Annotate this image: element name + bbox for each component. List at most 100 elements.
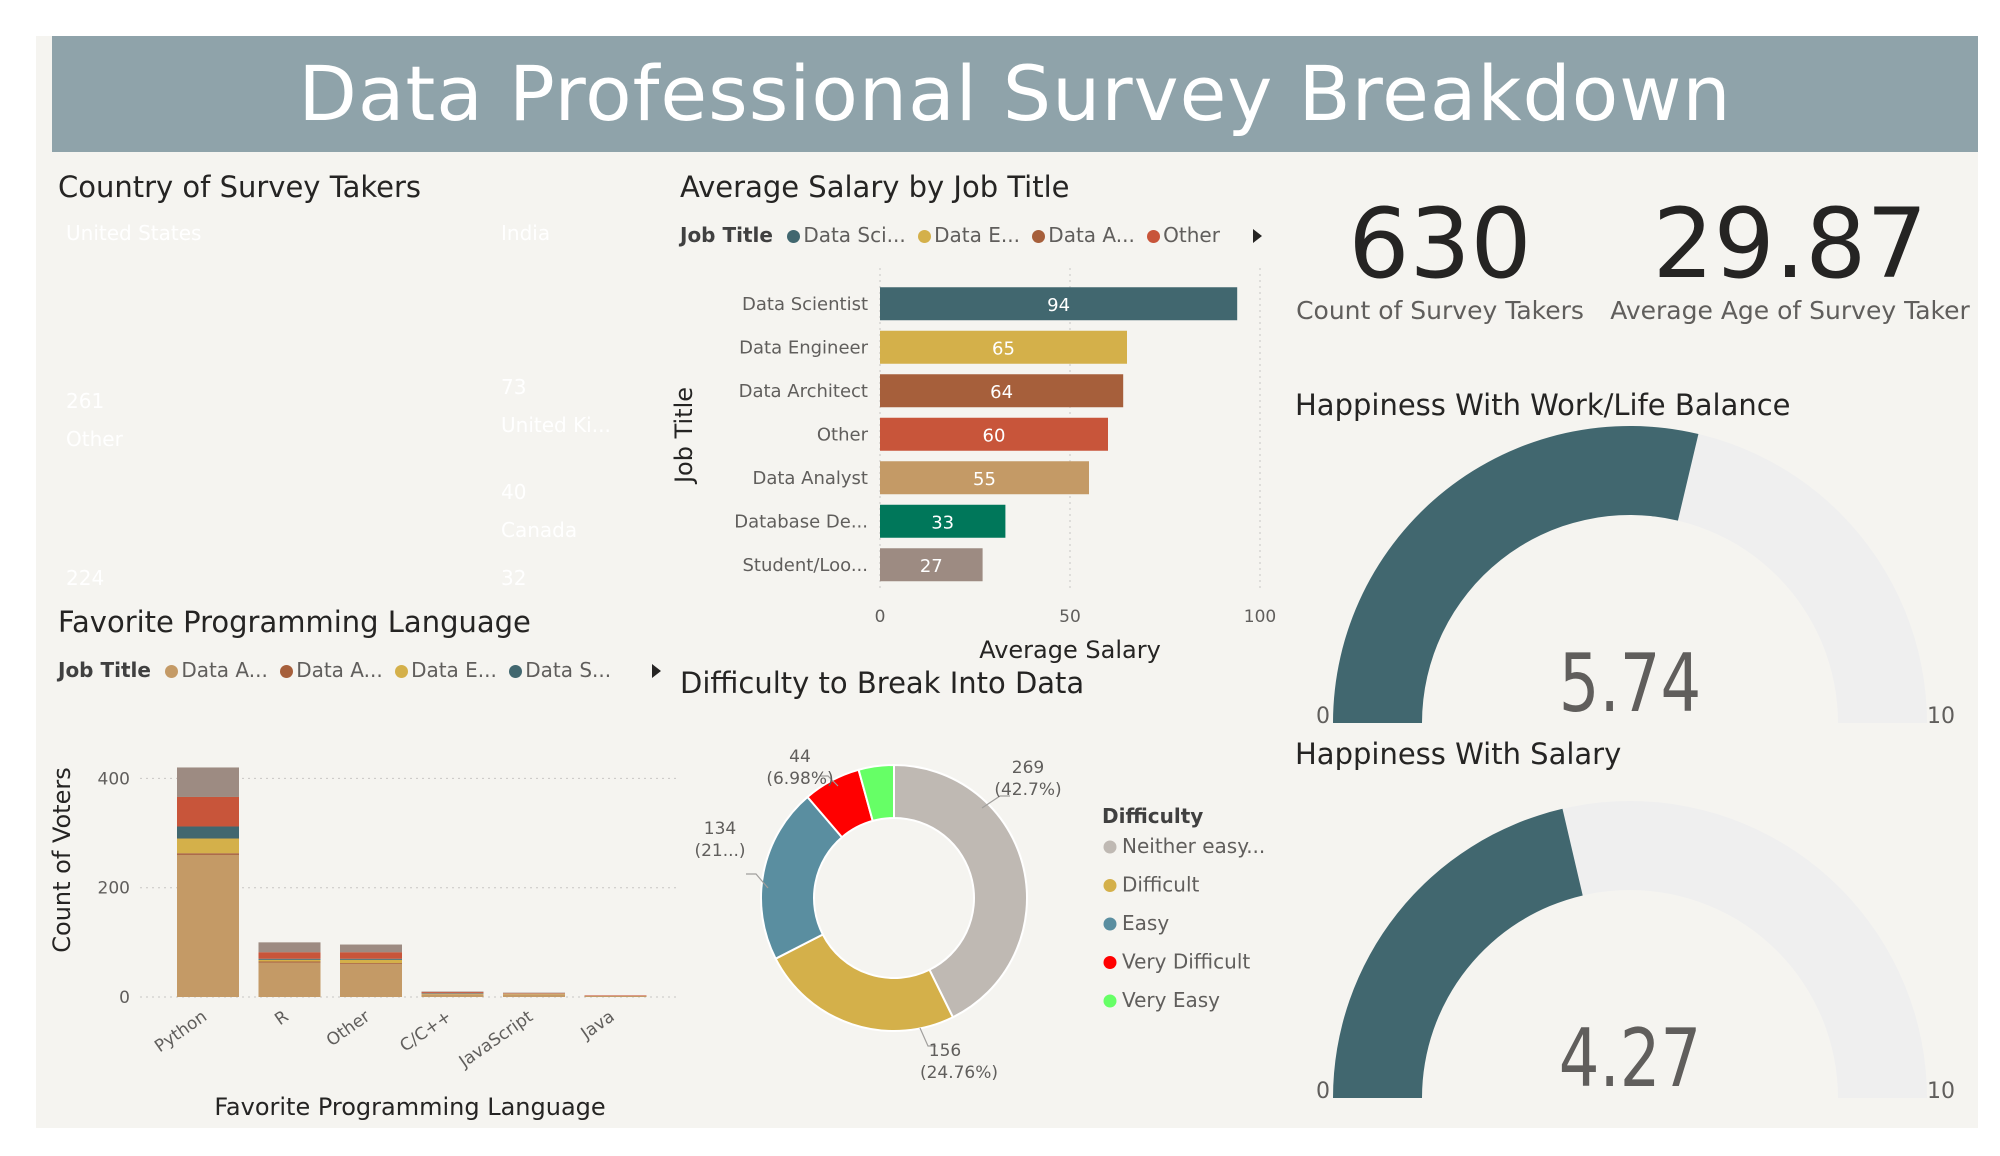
legend-item[interactable]: Data A...	[280, 658, 383, 682]
treemap-tile-india[interactable]: India 73	[493, 213, 621, 403]
treemap-tile-other[interactable]: Other 224	[58, 419, 491, 594]
salary-bar[interactable]	[880, 374, 1124, 408]
stacked-bar-segment[interactable]	[584, 995, 647, 996]
label-leader-line	[919, 1027, 936, 1047]
stacked-bar-segment[interactable]	[340, 958, 402, 960]
kpi-age-label: Average Age of Survey Taker	[1610, 296, 1970, 325]
language-stacked-bar-chart: 0 200 400 Python R Other C/C++ JavaScript Java Fa…	[48, 767, 680, 1121]
tile-value: 32	[501, 566, 527, 590]
stacked-bar-segment[interactable]	[421, 992, 484, 994]
donut-slice[interactable]	[857, 763, 895, 823]
legend-item[interactable]: Data E...	[918, 223, 1020, 247]
category-label: Database De...	[734, 511, 868, 532]
stacked-bar-segment[interactable]	[421, 994, 484, 997]
stacked-bar-segment[interactable]	[258, 952, 321, 959]
donut-slice[interactable]	[774, 933, 955, 1032]
legend-dot	[509, 665, 523, 678]
stacked-bar-segment[interactable]	[177, 826, 239, 839]
dashboard-title: Data Professional Survey Breakdown	[298, 49, 1732, 138]
salary-bar[interactable]	[880, 417, 1108, 451]
data-label: 55	[973, 469, 996, 490]
salary-bar[interactable]	[880, 287, 1238, 321]
salary-bar[interactable]	[880, 548, 983, 582]
title-banner: Data Professional Survey Breakdown	[52, 36, 1978, 152]
legend-label: Data E...	[934, 223, 1020, 247]
data-label-value: 269	[1012, 758, 1044, 778]
legend-item[interactable]: Other	[1147, 223, 1220, 247]
stacked-bar-segment[interactable]	[584, 995, 647, 997]
treemap-tile-united-kingdom[interactable]: United Ki... 40	[493, 405, 621, 508]
stacked-bar-segment[interactable]	[258, 959, 321, 962]
stacked-bar-segment[interactable]	[340, 963, 402, 965]
legend-dot	[787, 230, 801, 243]
legend-label[interactable]: Neither easy...	[1122, 834, 1265, 858]
stacked-bar-segment[interactable]	[421, 993, 484, 995]
legend-next-arrow-icon[interactable]	[1253, 228, 1262, 247]
gauge-fill	[1333, 808, 1583, 1098]
category-label: Other	[817, 424, 869, 445]
stacked-bar-segment[interactable]	[177, 854, 239, 997]
legend-next-arrow-icon[interactable]	[652, 663, 661, 682]
tile-value: 261	[66, 389, 105, 413]
category-label: C/C++	[396, 1007, 455, 1057]
legend-dot	[1103, 879, 1117, 892]
stacked-bar-segment[interactable]	[258, 958, 321, 960]
category-label: Java	[577, 1007, 619, 1045]
legend-item[interactable]: Data Sci...	[787, 223, 906, 247]
legend-label: Data E...	[411, 658, 497, 682]
tile-label: United Ki...	[501, 413, 611, 437]
salary-bar[interactable]	[880, 330, 1127, 364]
stacked-bar-segment[interactable]	[503, 993, 565, 995]
category-label: Other	[323, 1007, 374, 1051]
stacked-bar-segment[interactable]	[258, 962, 321, 997]
kpi-age-value: 29.87	[1652, 188, 1928, 300]
stacked-bar-segment[interactable]	[503, 993, 565, 994]
legend-label: Data A...	[1048, 223, 1135, 247]
legend-dot	[1147, 230, 1161, 243]
y-axis-title: Count of Voters	[48, 767, 76, 952]
legend-dot	[280, 665, 294, 678]
category-label: Data Engineer	[739, 337, 868, 358]
salary-bar[interactable]	[880, 504, 1006, 538]
stacked-bar-segment[interactable]	[421, 993, 484, 994]
legend-item[interactable]: Data E...	[395, 658, 497, 682]
legend-label: Other	[1163, 223, 1220, 247]
x-axis-title: Average Salary	[979, 636, 1161, 664]
legend-dot	[1103, 840, 1117, 854]
salary-legend: Job Title Data Sci... Data E... Data A..…	[680, 223, 1226, 247]
salary-bar[interactable]	[880, 461, 1089, 495]
tile-label: Canada	[501, 518, 578, 542]
category-label: Student/Loo...	[742, 555, 868, 576]
data-label: 27	[920, 556, 943, 577]
gauge-max-label: 10	[1927, 1079, 1955, 1100]
stacked-bar-segment[interactable]	[340, 959, 402, 964]
stacked-bar-segment[interactable]	[503, 994, 565, 997]
tick-label: 400	[98, 769, 130, 789]
stacked-bar-segment[interactable]	[177, 767, 239, 797]
stacked-bar-segment[interactable]	[258, 961, 321, 963]
legend-label[interactable]: Difficult	[1122, 873, 1200, 897]
stacked-bar-segment[interactable]	[177, 853, 239, 855]
treemap-tile-canada[interactable]: Canada 32	[493, 510, 621, 594]
legend-label[interactable]: Easy	[1122, 911, 1169, 935]
tick-label: 200	[98, 879, 130, 899]
category-label: Data Analyst	[752, 468, 868, 489]
data-label-percent: (6.98%)	[766, 769, 833, 789]
stacked-bar-segment[interactable]	[177, 796, 239, 827]
stacked-bar-segment[interactable]	[503, 992, 565, 994]
legend-item[interactable]: Data A...	[165, 658, 268, 682]
legend-label[interactable]: Very Difficult	[1122, 950, 1250, 974]
legend-item[interactable]: Data S...	[509, 658, 611, 682]
legend-item[interactable]: Data A...	[1032, 223, 1135, 247]
stacked-bar-segment[interactable]	[340, 952, 402, 959]
kpi-count-value: 630	[1348, 188, 1532, 300]
stacked-bar-segment[interactable]	[177, 838, 239, 854]
treemap-tile-united-states[interactable]: United States 261	[58, 213, 491, 417]
stacked-bar-segment[interactable]	[340, 964, 402, 997]
stacked-bar-segment[interactable]	[340, 944, 402, 953]
legend-label[interactable]: Very Easy	[1122, 988, 1220, 1012]
stacked-bar-segment[interactable]	[421, 991, 484, 993]
legend-dot	[1103, 956, 1117, 969]
country-chart-title: Country of Survey Takers	[58, 170, 422, 204]
stacked-bar-segment[interactable]	[258, 942, 321, 953]
